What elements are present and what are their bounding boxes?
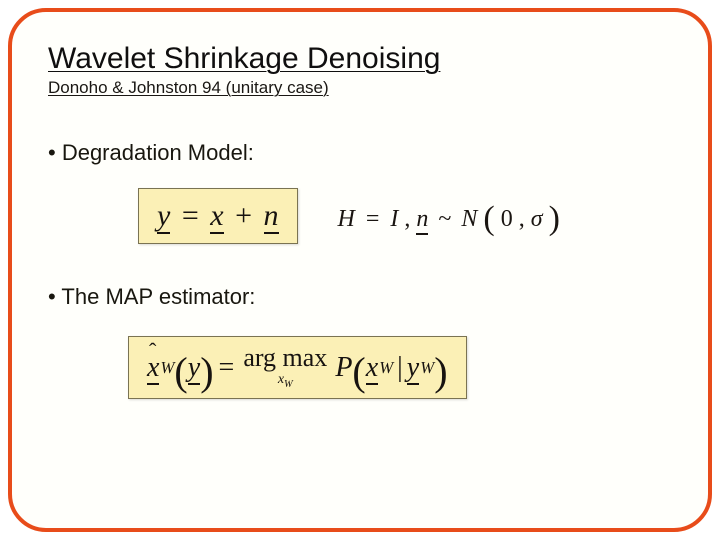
- cond-left: x: [366, 352, 378, 384]
- paren-close: ): [549, 200, 560, 237]
- argmax-sub: xW: [278, 373, 293, 390]
- sub-W-2: W: [378, 358, 393, 378]
- equation-map: xW ( y ) = arg max xW P ( xW | yW ): [147, 345, 448, 390]
- var-y: y: [157, 199, 170, 233]
- var-H: H: [338, 206, 355, 232]
- comma: ,: [404, 206, 416, 232]
- side-conditions: H = I , n ~ N ( 0 , σ ): [338, 197, 560, 235]
- slide-subtitle: Donoho & Johnston 94 (unitary case): [48, 78, 672, 98]
- var-n: n: [264, 199, 279, 233]
- slide-title: Wavelet Shrinkage Denoising: [48, 42, 672, 76]
- op-eq-side: =: [361, 206, 385, 232]
- sub-W-3: W: [419, 358, 434, 378]
- dist-N: N: [461, 206, 477, 232]
- sep-comma: ,: [519, 206, 525, 232]
- zero: 0: [501, 206, 513, 232]
- var-n-side: n: [416, 206, 428, 235]
- cond-right: y: [407, 352, 419, 384]
- op-eq-2: =: [214, 352, 240, 384]
- argmax-label: arg max: [243, 345, 327, 371]
- var-y-arg: y: [188, 352, 200, 384]
- slide-frame: Wavelet Shrinkage Denoising Donoho & Joh…: [8, 8, 712, 532]
- equation-box-degradation: y = x + n: [138, 188, 298, 244]
- argmax: arg max xW: [239, 345, 331, 390]
- sub-W-1: W: [159, 358, 174, 378]
- var-I: I: [390, 206, 398, 232]
- equation-box-map: xW ( y ) = arg max xW P ( xW | yW ): [128, 336, 467, 399]
- cond-bar: |: [393, 352, 407, 384]
- paren-open: (: [483, 200, 494, 237]
- prob-P: P: [331, 352, 352, 384]
- op-equals: =: [178, 199, 203, 232]
- var-xhat: x: [147, 352, 159, 384]
- op-plus: +: [231, 199, 256, 232]
- bullet-map-estimator: The MAP estimator:: [48, 284, 672, 310]
- bullet-degradation-model: Degradation Model:: [48, 140, 672, 166]
- var-x: x: [210, 199, 223, 233]
- equation-row-1: y = x + n H = I , n ~ N ( 0 , σ ): [138, 188, 672, 244]
- tilde: ~: [434, 206, 455, 232]
- sigma: σ: [531, 206, 543, 232]
- equation-degradation: y = x + n: [157, 199, 279, 233]
